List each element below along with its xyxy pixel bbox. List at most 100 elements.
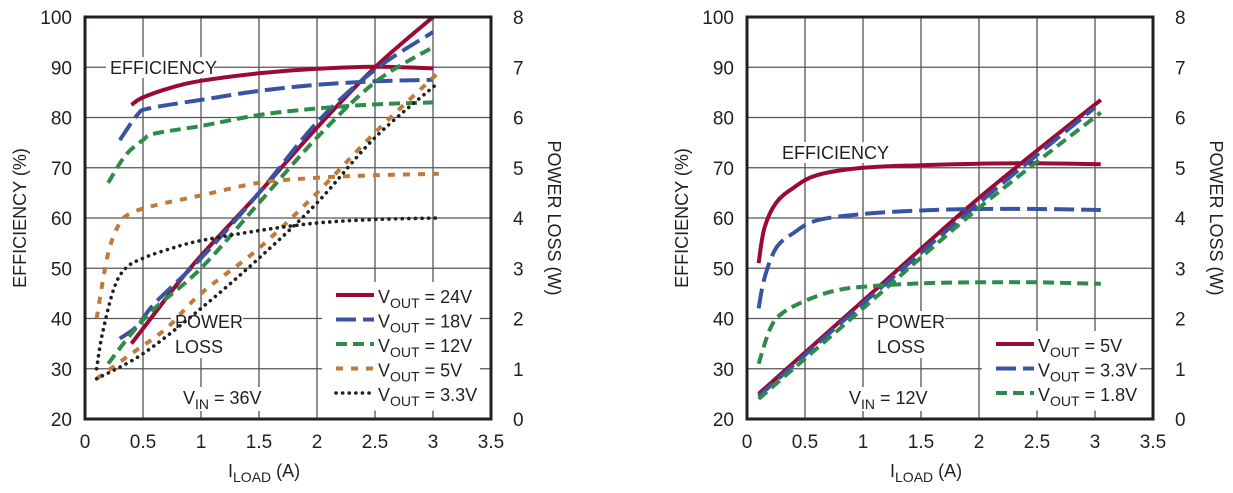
legend-label-sub: OUT xyxy=(390,369,420,385)
legend-label: VOUT = 3.3V xyxy=(1038,361,1137,385)
legend-label: VOUT = 3.3V xyxy=(378,385,477,409)
legend-label-value: = 18V xyxy=(420,312,473,332)
y2-tick-label: 2 xyxy=(1175,310,1186,331)
x-tick-label: 0 xyxy=(80,432,91,453)
y2-tick-label: 3 xyxy=(513,259,524,280)
legend-label: VOUT = 24V xyxy=(378,287,472,311)
y2-tick-label: 5 xyxy=(513,159,524,180)
plot-frame xyxy=(745,15,1155,421)
x-axis-label-unit: (A) xyxy=(933,461,962,481)
y-tick-label: 20 xyxy=(713,410,734,431)
x-tick-label: 3.5 xyxy=(478,432,504,453)
y-tick-label: 90 xyxy=(713,58,734,79)
legend-label-value: = 1.8V xyxy=(1080,385,1138,405)
annotation-bg xyxy=(778,142,886,163)
annotation-bg xyxy=(873,311,945,358)
y2-axis-label: POWER LOSS (W) xyxy=(544,140,564,295)
power-loss-line-3_3v xyxy=(757,105,1097,398)
efficiency-line-1_8v xyxy=(756,280,1101,365)
efficiency-annotation: EFFICIENCY xyxy=(110,58,217,78)
y-tick-label: 40 xyxy=(713,310,734,331)
legend-label: VOUT = 12V xyxy=(378,336,472,360)
legend-label-sub: OUT xyxy=(390,320,420,336)
x-tick-label: 3 xyxy=(1090,432,1101,453)
plot-frame xyxy=(83,15,493,421)
vin-main: V xyxy=(849,388,861,408)
x-tick-label: 1.5 xyxy=(246,432,272,453)
x-tick-label: 1.5 xyxy=(908,432,934,453)
y2-tick-label: 1 xyxy=(513,360,524,381)
legend-label: VOUT = 18V xyxy=(378,312,472,336)
power-loss-line-12v xyxy=(106,45,435,365)
efficiency-annotation: EFFICIENCY xyxy=(782,143,889,163)
efficiency-line-24v xyxy=(130,64,434,107)
annotation-bg xyxy=(171,311,243,358)
power-loss-line-5v xyxy=(95,70,441,381)
annotation-bg xyxy=(179,387,271,411)
legend-label-v: V xyxy=(378,361,390,381)
y-tick-label: 20 xyxy=(51,410,72,431)
efficiency-line-18v xyxy=(118,77,434,142)
y2-tick-label: 6 xyxy=(1175,109,1186,130)
legend-label-v: V xyxy=(378,385,390,405)
y2-tick-label: 4 xyxy=(1175,209,1186,230)
vin-sub: IN xyxy=(861,396,875,412)
vin-annotation: VIN = 12V xyxy=(849,388,928,412)
y-tick-label: 30 xyxy=(51,360,72,381)
x-tick-label: 2.5 xyxy=(1024,432,1050,453)
x-tick-label: 2.5 xyxy=(362,432,388,453)
y2-tick-label: 1 xyxy=(1175,360,1186,381)
y-tick-label: 60 xyxy=(51,209,72,230)
legend-label-value: = 3.3V xyxy=(420,385,478,405)
efficiency-line-3_3v xyxy=(756,206,1101,309)
y2-tick-label: 7 xyxy=(513,58,524,79)
legend-label-sub: OUT xyxy=(390,393,420,409)
x-tick-label: 1 xyxy=(858,432,869,453)
y-tick-label: 70 xyxy=(51,159,72,180)
power-loss-annotation-line2: LOSS xyxy=(175,337,223,357)
efficiency-line-5v xyxy=(94,171,439,319)
x-tick-label: 0 xyxy=(742,432,753,453)
legend-label-value: = 24V xyxy=(420,287,473,307)
power-loss-line-18v xyxy=(118,30,435,341)
y-tick-label: 40 xyxy=(51,310,72,331)
x-tick-label: 1 xyxy=(196,432,207,453)
y2-tick-label: 3 xyxy=(1175,259,1186,280)
legend-label-v: V xyxy=(378,312,390,332)
x-tick-label: 0.5 xyxy=(792,432,818,453)
legend-label-value: = 5V xyxy=(420,361,463,381)
legend-label-sub: OUT xyxy=(1050,393,1080,409)
power-loss-line-1_8v xyxy=(757,110,1103,401)
chart-1: 0 0.5 1 1.5 2 2.5 3 3.5 20 30 40 50 60 70 80 90 100 0 1 2 3 4… xyxy=(10,8,564,485)
y-tick-label: 60 xyxy=(713,209,734,230)
legend-label-value: = 12V xyxy=(420,336,473,356)
legend-label-value: = 5V xyxy=(1080,336,1123,356)
x-tick-label: 2 xyxy=(974,432,985,453)
x-tick-label: 0.5 xyxy=(130,432,156,453)
x-axis-label-sub: LOAD xyxy=(895,469,933,485)
vin-main: V xyxy=(183,388,195,408)
y2-tick-label: 7 xyxy=(1175,58,1186,79)
vin-sub: IN xyxy=(195,396,209,412)
legend-label-sub: OUT xyxy=(390,295,420,311)
legend-label-value: = 3.3V xyxy=(1080,361,1138,381)
legend-label-v: V xyxy=(378,336,390,356)
annotation-bg xyxy=(106,57,214,78)
legend-label-v: V xyxy=(1038,385,1050,405)
y2-tick-label: 0 xyxy=(1175,410,1186,431)
legend-label: VOUT = 5V xyxy=(378,361,462,385)
y-tick-label: 50 xyxy=(51,259,72,280)
y-axis-label: EFFICIENCY (%) xyxy=(10,148,30,288)
y-tick-label: 100 xyxy=(702,8,734,29)
legend-label-sub: OUT xyxy=(390,344,420,360)
y2-tick-label: 8 xyxy=(1175,8,1186,29)
annotation-bg xyxy=(845,387,937,411)
x-axis-label: ILOAD (A) xyxy=(890,461,962,485)
legend-label-sub: OUT xyxy=(1050,344,1080,360)
legend-label-v: V xyxy=(378,287,390,307)
y-tick-label: 30 xyxy=(713,360,734,381)
y2-tick-label: 8 xyxy=(513,8,524,29)
y-tick-label: 100 xyxy=(40,8,72,29)
